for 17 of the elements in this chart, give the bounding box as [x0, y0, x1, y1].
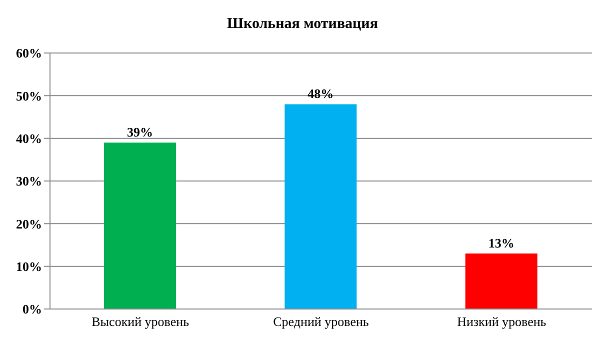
x-tick-label: Низкий уровень: [457, 314, 546, 330]
y-tick-label: 10%: [16, 258, 42, 274]
y-tick-label: 40%: [16, 130, 42, 146]
data-label: 48%: [308, 86, 334, 102]
data-label: 13%: [488, 236, 514, 251]
bar: [104, 142, 176, 309]
bar: [465, 254, 538, 309]
y-tick-label: 20%: [16, 216, 42, 232]
y-tick-label: 0%: [22, 302, 42, 317]
y-tick-label: 60%: [16, 46, 42, 61]
data-label: 39%: [127, 124, 153, 140]
x-tick-label: Высокий уровень: [92, 314, 190, 330]
bar: [284, 104, 357, 309]
y-tick-label: 30%: [16, 174, 42, 189]
chart-title: Школьная мотивация: [226, 16, 379, 33]
x-tick-label: Средний уровень: [273, 314, 369, 330]
y-tick-label: 50%: [16, 88, 42, 104]
